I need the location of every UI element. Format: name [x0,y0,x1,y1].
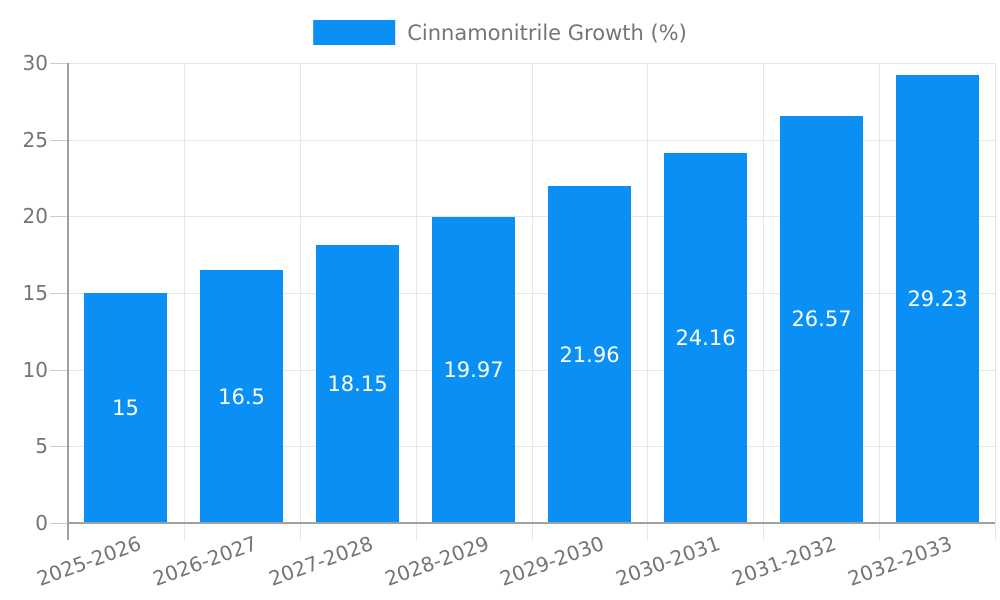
y-axis-tick [50,446,68,447]
bar[interactable] [200,270,283,523]
v-gridline [184,63,185,540]
bar-value-label: 26.57 [791,307,852,331]
y-tick-label: 30 [22,51,48,75]
bar[interactable] [316,245,399,523]
x-axis-line [68,522,995,524]
x-tick-label: 2030-2031 [612,531,724,591]
y-axis-tick [50,63,68,64]
y-tick-label: 5 [35,434,48,458]
legend-item[interactable]: Cinnamonitrile Growth (%) [313,20,687,45]
v-gridline [532,63,533,540]
h-gridline [68,446,995,447]
bar-value-label: 24.16 [675,326,736,350]
y-tick-label: 0 [35,511,48,535]
h-gridline [68,63,995,64]
bar[interactable] [664,153,747,523]
y-axis-tick [50,216,68,217]
h-gridline [68,216,995,217]
bar-value-label: 21.96 [559,343,620,367]
x-tick-label: 2027-2028 [265,531,376,591]
bar[interactable] [896,75,979,523]
y-tick-label: 20 [22,204,48,228]
h-gridline [68,293,995,294]
bar[interactable] [780,116,863,523]
x-tick-label: 2025-2026 [33,531,145,591]
v-gridline [416,63,417,540]
y-axis-tick [50,370,68,371]
y-tick-label: 25 [22,128,48,152]
y-axis-tick [50,140,68,141]
x-tick-label: 2029-2030 [496,531,608,591]
v-gridline [647,63,648,540]
bar-value-label: 16.5 [218,385,265,409]
y-tick-label: 10 [22,358,48,382]
x-tick-label: 2028-2029 [381,531,492,591]
legend-swatch [313,20,396,45]
bar-value-label: 18.15 [327,372,388,396]
v-gridline [995,63,996,540]
v-gridline [763,63,764,540]
v-gridline [879,63,880,540]
x-tick-label: 2026-2027 [149,531,261,591]
legend-label: Cinnamonitrile Growth (%) [407,20,687,45]
bar-value-label: 19.97 [443,358,504,382]
y-axis-tick [50,293,68,294]
bar[interactable] [432,217,515,523]
x-tick-label: 2032-2033 [844,531,956,591]
bar-value-label: 29.23 [907,287,968,311]
h-gridline [68,140,995,141]
bar-value-label: 15 [112,396,139,420]
bar[interactable] [548,186,631,523]
y-axis-line [67,63,69,540]
h-gridline [68,370,995,371]
x-tick-label: 2031-2032 [728,531,840,591]
bar[interactable] [84,293,167,523]
y-tick-label: 15 [22,281,48,305]
v-gridline [300,63,301,540]
y-axis-tick [50,523,68,524]
